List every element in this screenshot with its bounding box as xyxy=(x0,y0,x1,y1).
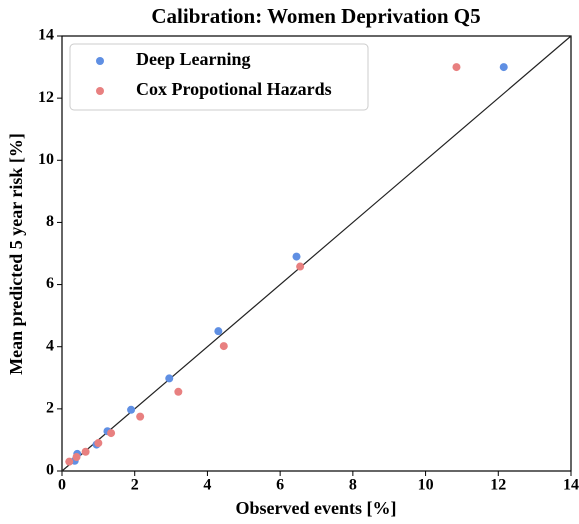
point xyxy=(136,412,145,421)
y-tick-label: 14 xyxy=(38,27,54,44)
x-axis-label: Observed events [%] xyxy=(236,498,397,518)
point xyxy=(214,327,223,336)
y-tick-label: 4 xyxy=(46,337,54,354)
legend-marker xyxy=(96,87,104,95)
x-tick-label: 10 xyxy=(418,477,434,494)
y-tick-label: 2 xyxy=(46,400,54,417)
x-tick-label: 8 xyxy=(349,477,357,494)
point xyxy=(72,453,81,462)
point xyxy=(165,374,174,383)
point xyxy=(127,405,136,414)
point xyxy=(174,387,183,396)
point xyxy=(94,439,103,448)
x-tick-label: 0 xyxy=(58,477,66,494)
x-tick-label: 4 xyxy=(203,477,211,494)
point xyxy=(107,429,116,438)
y-tick-label: 10 xyxy=(38,151,54,168)
y-tick-label: 8 xyxy=(46,213,54,230)
x-tick-label: 2 xyxy=(131,477,139,494)
legend-box xyxy=(69,43,369,111)
reference-line xyxy=(61,35,572,472)
point xyxy=(499,63,508,72)
x-tick-label: 14 xyxy=(563,477,579,494)
legend-marker xyxy=(96,57,104,65)
point xyxy=(296,262,305,271)
y-tick-label: 12 xyxy=(38,89,54,106)
point xyxy=(219,342,228,351)
point xyxy=(81,447,90,456)
point xyxy=(292,252,301,261)
legend-label: Deep Learning xyxy=(136,49,251,69)
legend-label: Cox Propotional Hazards xyxy=(136,79,332,99)
chart-title: Calibration: Women Deprivation Q5 xyxy=(151,4,480,28)
point xyxy=(452,63,461,72)
y-axis-label: Mean predicted 5 year risk [%] xyxy=(6,133,26,375)
plot-frame xyxy=(61,35,572,472)
x-tick-label: 6 xyxy=(276,477,284,494)
y-tick-label: 0 xyxy=(46,462,54,479)
x-tick-label: 12 xyxy=(490,477,506,494)
point xyxy=(65,457,74,466)
y-tick-label: 6 xyxy=(46,275,54,292)
